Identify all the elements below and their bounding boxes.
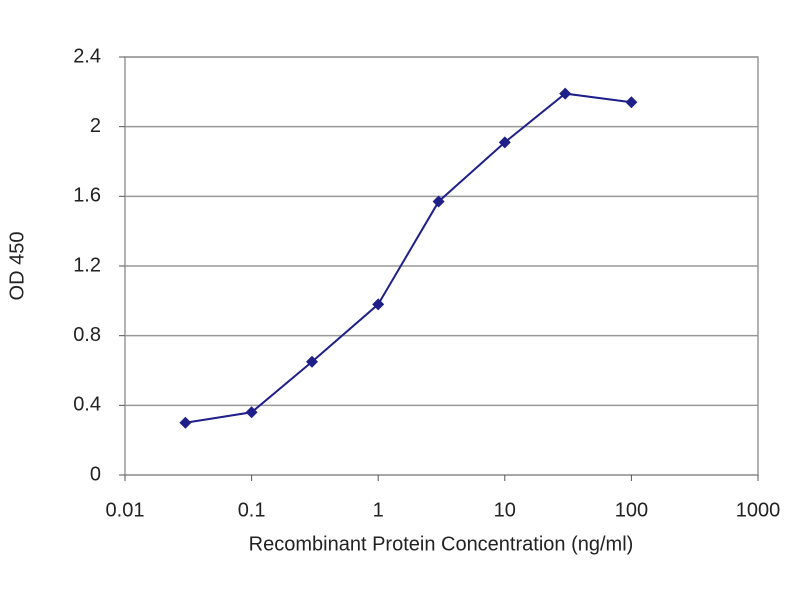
series-line: [185, 92, 632, 424]
y-tick-label: 0.8: [73, 324, 101, 346]
x-tick-label: 100: [615, 499, 648, 521]
x-tick-label: 10: [494, 499, 516, 521]
data-point: [179, 416, 192, 429]
data-point: [245, 406, 258, 419]
y-tick-label: 2: [90, 115, 101, 137]
y-axis-label: OD 450: [6, 232, 28, 301]
y-tick-label: 0: [90, 463, 101, 485]
data-point: [306, 355, 319, 368]
data-point: [559, 87, 572, 100]
x-tick-label: 0.1: [238, 499, 266, 521]
data-point: [432, 195, 445, 208]
x-tick-label: 1: [373, 499, 384, 521]
data-point: [625, 96, 638, 109]
y-tick-label: 2.4: [73, 45, 101, 67]
x-axis-label: Recombinant Protein Concentration (ng/ml…: [249, 533, 634, 555]
data-point: [372, 298, 385, 311]
y-tick-label: 1.6: [73, 185, 101, 207]
data-point: [498, 136, 511, 149]
y-tick-label: 1.2: [73, 254, 101, 276]
x-tick-label: 0.01: [106, 499, 145, 521]
y-tick-label: 0.4: [73, 394, 101, 416]
x-tick-label: 1000: [736, 499, 781, 521]
